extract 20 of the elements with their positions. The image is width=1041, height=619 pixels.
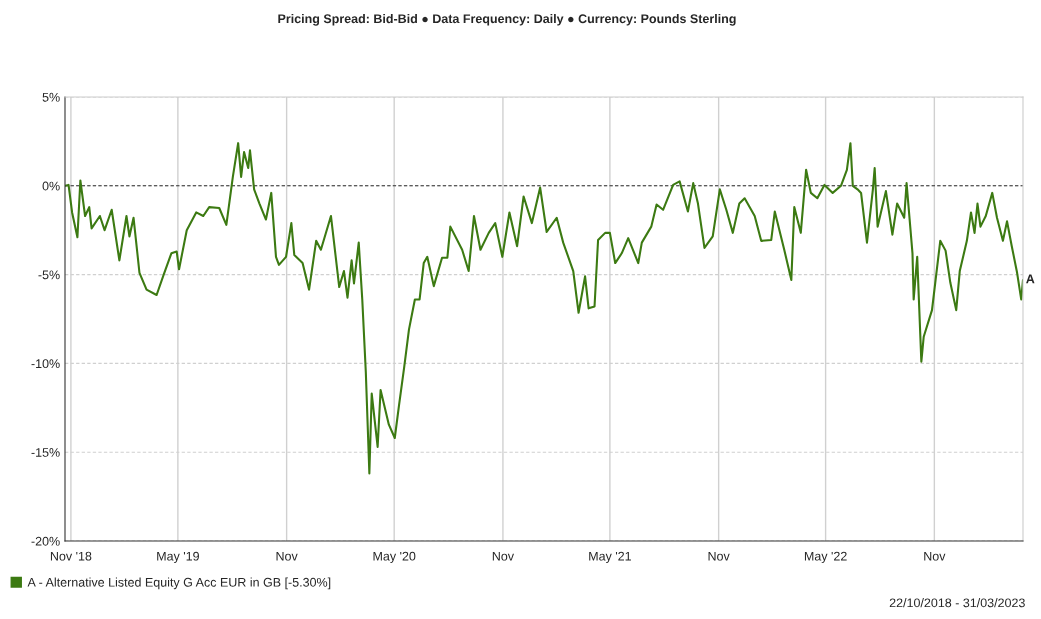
y-tick-label: -15% [31,448,60,457]
x-tick-label: Nov [276,551,298,561]
legend-label: A - Alternative Listed Equity G Acc EUR in GB [-5.30%] [27,577,331,590]
y-tick-label: -20% [31,536,60,546]
x-tick-label: May '20 [373,551,416,564]
x-tick-label: May '22 [804,551,847,564]
y-tick-label: 5% [42,92,60,102]
y-tick-label: -5% [38,270,60,280]
y-tick-label: 0% [42,181,60,191]
x-tick-label: Nov [708,551,730,561]
line-series [65,142,1023,475]
x-tick-label: Nov [492,551,514,561]
x-tick-label: Nov [924,551,946,561]
x-tick-label: May '21 [589,551,631,564]
x-tick-label: Nov '18 [50,551,92,561]
annotation: A [1026,274,1035,284]
x-tick-label: May '19 [157,551,199,564]
chart-title: Pricing Spread: Bid-Bid ● Data Frequency: Daily ● Currency: Pounds Sterling [278,13,736,26]
y-tick-label: -10% [31,359,60,369]
text: 22/10/2018 - 31/03/2023 [889,598,1025,608]
